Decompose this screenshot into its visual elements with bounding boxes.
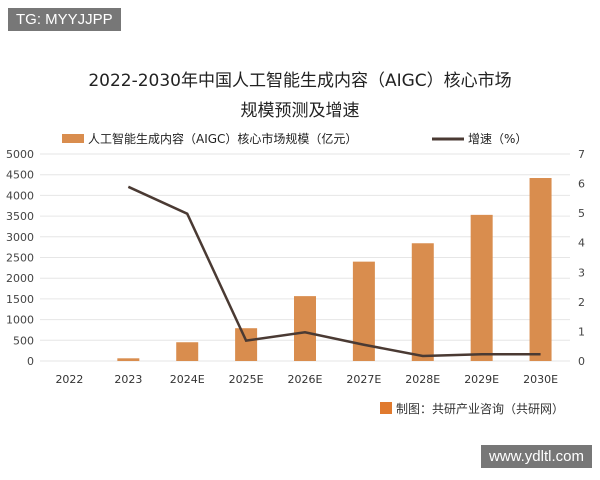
category-label: 2023	[114, 373, 142, 386]
bar	[294, 296, 316, 361]
bar	[352, 261, 375, 361]
left-tick-label: 0	[27, 355, 34, 368]
bar	[529, 178, 552, 361]
bar	[235, 328, 258, 361]
category-label: 2028E	[405, 373, 440, 386]
left-tick-label: 4500	[6, 169, 34, 182]
watermark-site: www.ydltl.com	[480, 445, 592, 468]
right-tick-label: 2	[578, 296, 585, 309]
left-tick-label: 5000	[6, 148, 34, 161]
bar	[176, 342, 199, 361]
source-logo-icon	[379, 402, 392, 414]
category-label: 2025E	[229, 373, 264, 386]
chart-title-line1: 2022-2030年中国人工智能生成内容（AIGC）核心市场	[88, 71, 512, 91]
source-text: 制图：共研产业咨询（共研网）	[395, 402, 564, 416]
legend-bar-swatch	[62, 134, 84, 143]
chart-title-line2: 规模预测及增速	[240, 101, 360, 121]
right-tick-label: 0	[578, 355, 585, 368]
watermark-tag: TG: MYYJJPP	[8, 8, 121, 31]
category-label: 2029E	[464, 373, 499, 386]
left-tick-label: 2000	[6, 272, 34, 285]
category-label: 2022	[55, 373, 83, 386]
category-label: 2027E	[346, 373, 381, 386]
left-tick-label: 1500	[6, 293, 34, 306]
legend-bar-label: 人工智能生成内容（AIGC）核心市场规模（亿元）	[88, 131, 357, 146]
legend-line-label: 增速（%）	[468, 132, 527, 146]
right-tick-label: 4	[578, 237, 585, 250]
left-tick-label: 1000	[6, 314, 34, 327]
bar	[411, 243, 434, 361]
bar	[470, 214, 493, 361]
right-tick-label: 6	[578, 178, 585, 191]
bar	[117, 358, 140, 361]
growth-line	[127, 185, 541, 358]
right-tick-label: 5	[578, 207, 585, 220]
category-label: 2024E	[170, 373, 205, 386]
right-tick-label: 1	[578, 325, 585, 338]
right-tick-label: 3	[578, 266, 585, 279]
category-label: 2030E	[523, 373, 558, 386]
left-tick-label: 4000	[6, 189, 34, 202]
left-tick-label: 3500	[6, 210, 34, 223]
category-label: 2026E	[288, 373, 323, 386]
right-tick-label: 7	[578, 148, 585, 161]
left-tick-label: 2500	[6, 252, 34, 265]
left-tick-label: 3000	[6, 231, 34, 244]
source-note: 制图：共研产业咨询（共研网）	[379, 400, 564, 417]
left-tick-label: 500	[13, 334, 34, 347]
